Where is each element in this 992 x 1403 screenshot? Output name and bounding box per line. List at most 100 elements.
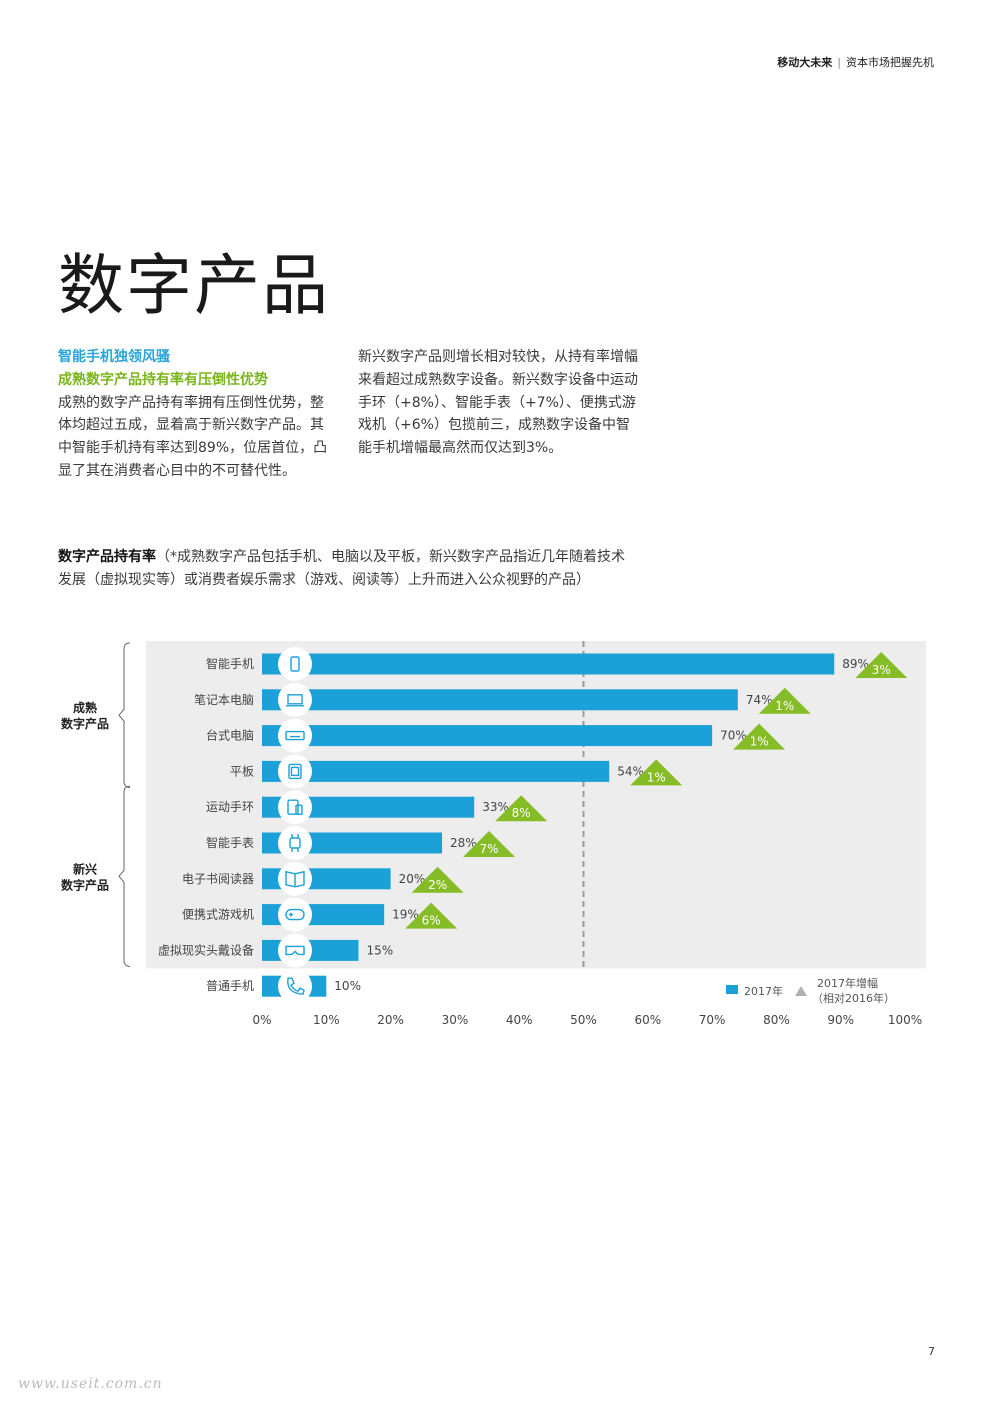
- category-label: 平板: [230, 764, 254, 778]
- icon-circle: [278, 933, 312, 968]
- increase-label: 8%: [512, 806, 531, 820]
- increase-triangle: [495, 795, 548, 822]
- header-report-title: 移动大未来: [777, 56, 833, 69]
- category-label: 电子书阅读器: [182, 872, 254, 886]
- body-paragraph-left: 成熟的数字产品持有率拥有压倒性优势，整体均超过五成，显着高于新兴数字产品。其中智…: [58, 394, 328, 479]
- text-column-right: 新兴数字产品则增长相对较快，从持有率增幅来看超过成熟数字设备。新兴数字设备中运动…: [358, 346, 638, 460]
- x-tick-label: 10%: [313, 1013, 340, 1027]
- legend-triangle-label: 2017年增幅: [817, 976, 878, 990]
- icon-circle: [278, 897, 312, 932]
- bar-2017: [262, 689, 738, 711]
- increase-triangle: [758, 687, 811, 714]
- value-label: 19%: [392, 908, 419, 922]
- bar-2017: [262, 725, 713, 747]
- header-separator: |: [837, 56, 841, 69]
- page-title: 数字产品: [58, 247, 330, 325]
- value-label: 28%: [450, 836, 477, 850]
- legend-bar-label: 2017年: [744, 984, 783, 998]
- group-label: 新兴: [73, 861, 97, 876]
- category-label: 运动手环: [206, 800, 254, 814]
- icon-part: [290, 656, 300, 672]
- bar-2017: [262, 653, 835, 675]
- increase-triangle: [411, 866, 464, 893]
- keyboard-icon: [285, 730, 305, 741]
- increase-triangle: [405, 902, 458, 929]
- value-label: 15%: [366, 943, 393, 957]
- increase-triangle: [630, 759, 683, 786]
- icon-circle: [278, 718, 312, 753]
- icon-circle: [278, 790, 312, 825]
- tablet-icon: [288, 763, 302, 780]
- body-paragraph-right: 新兴数字产品则增长相对较快，从持有率增幅来看超过成熟数字设备。新兴数字设备中运动…: [358, 349, 638, 457]
- increase-label: 3%: [872, 663, 891, 677]
- icon-part: [285, 945, 305, 956]
- smartwatch-icon: [289, 834, 301, 852]
- icon-part: [287, 977, 305, 995]
- icon-part: [287, 799, 299, 815]
- x-tick-label: 40%: [506, 1013, 533, 1027]
- phone-icon: [287, 977, 305, 995]
- category-label: 智能手机: [206, 656, 254, 671]
- icon-part: [285, 908, 305, 921]
- group-bracket-1: [118, 785, 131, 967]
- increase-label: 7%: [480, 842, 499, 856]
- increase-triangle: [733, 723, 786, 750]
- group-label: 数字产品: [61, 716, 109, 731]
- chart-caption: 数字产品持有率（*成熟数字产品包括手机、电脑以及平板，新兴数字产品指近几年随着技…: [58, 546, 638, 592]
- legend-triangle-label: （相对2016年）: [812, 991, 895, 1005]
- x-tick-label: 30%: [442, 1013, 469, 1027]
- bar-2017: [262, 796, 475, 818]
- fitness-band-icon: [287, 799, 303, 815]
- category-label: 便携式游戏机: [182, 907, 254, 922]
- increase-label: 1%: [775, 699, 794, 713]
- group-bracket-0: [118, 642, 131, 788]
- section-heading-secondary: 成熟数字产品持有率有压倒性优势: [58, 371, 268, 388]
- value-label: 33%: [482, 800, 509, 814]
- x-tick-label: 90%: [827, 1013, 854, 1027]
- value-label: 10%: [334, 979, 361, 993]
- page-number: 7: [928, 1345, 935, 1358]
- icon-circle: [278, 754, 312, 789]
- vr-headset-icon: [285, 945, 305, 956]
- gamepad-icon: [285, 908, 305, 921]
- x-tick-label: 70%: [699, 1013, 726, 1027]
- x-tick-label: 20%: [377, 1013, 404, 1027]
- value-label: 54%: [617, 764, 644, 778]
- increase-label: 1%: [750, 735, 769, 749]
- chart-caption-note: （*成熟数字产品包括手机、电脑以及平板，新兴数字产品指近几年随着技术发展（虚拟现…: [58, 549, 625, 588]
- x-tick-label: 50%: [570, 1013, 597, 1027]
- value-label: 70%: [720, 729, 747, 743]
- increase-triangle: [463, 831, 516, 857]
- category-label: 台式电脑: [206, 728, 254, 743]
- icon-part: [285, 730, 305, 741]
- icon-circle: [278, 826, 312, 860]
- category-label: 笔记本电脑: [194, 692, 254, 707]
- icon-circle: [278, 682, 312, 717]
- icon-part: [289, 837, 301, 849]
- section-heading-primary: 智能手机独领风骚: [58, 349, 170, 365]
- watermark: www.useit.com.cn: [18, 1376, 163, 1392]
- smartphone-icon: [290, 656, 300, 672]
- x-tick-label: 0%: [252, 1013, 271, 1027]
- group-label: 数字产品: [61, 877, 109, 892]
- text-column-left: 智能手机独领风骚 成熟数字产品持有率有压倒性优势 成熟的数字产品持有率拥有压倒性…: [58, 346, 330, 483]
- icon-part: [287, 694, 303, 705]
- ebook-icon: [285, 870, 305, 888]
- chart-caption-title: 数字产品持有率: [58, 549, 156, 565]
- icon-circle: [278, 647, 312, 681]
- x-tick-label: 100%: [888, 1013, 922, 1027]
- legend-triangle-swatch: [795, 986, 807, 996]
- laptop-icon: [286, 694, 304, 707]
- category-label: 智能手表: [206, 835, 254, 850]
- header-report-subtitle: 资本市场把握先机: [846, 56, 934, 69]
- increase-triangle: [855, 652, 908, 678]
- value-label: 74%: [746, 693, 773, 707]
- increase-label: 1%: [647, 770, 666, 784]
- icon-part: [288, 763, 302, 780]
- value-label: 89%: [842, 657, 869, 671]
- category-label: 虚拟现实头戴设备: [158, 942, 254, 957]
- x-tick-label: 80%: [763, 1013, 790, 1027]
- category-label: 普通手机: [206, 979, 254, 993]
- icon-circle: [278, 969, 312, 1004]
